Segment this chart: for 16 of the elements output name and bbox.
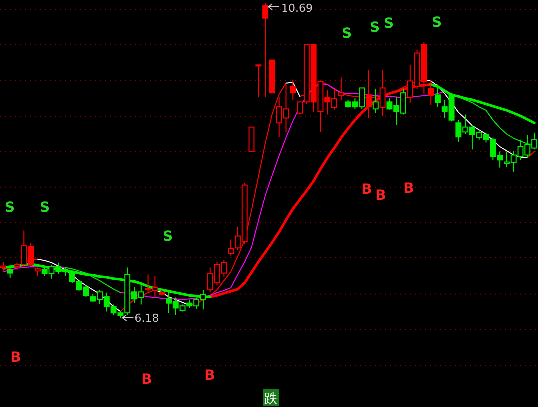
- annotation: B: [362, 182, 372, 198]
- annotation: 10.69: [282, 2, 314, 15]
- annotation: B: [404, 181, 414, 197]
- annotation: S: [342, 26, 352, 42]
- annotation: 6.18: [134, 312, 160, 325]
- text: B: [10, 350, 22, 366]
- annotation: S: [4, 200, 16, 216]
- annotation: S: [40, 200, 50, 216]
- annotation: S: [162, 229, 174, 245]
- annotation: S: [370, 20, 380, 36]
- text: B: [204, 368, 216, 384]
- text: 跌: [264, 392, 278, 407]
- annotation: S: [384, 16, 394, 32]
- text: B: [142, 372, 152, 388]
- annotation: B: [376, 188, 386, 204]
- annotation: S: [432, 15, 442, 31]
